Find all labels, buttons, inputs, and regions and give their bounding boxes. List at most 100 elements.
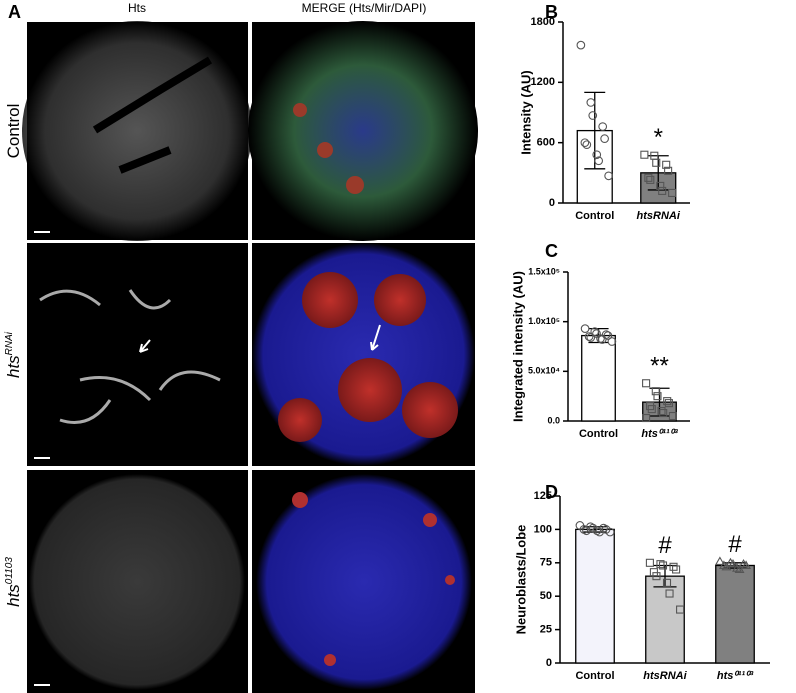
data-point [594, 156, 604, 166]
data-point [664, 166, 673, 175]
data-point [586, 333, 596, 342]
data-point [653, 392, 662, 401]
y-tick-label: 50 [540, 590, 552, 602]
y-tick-label: 1800 [531, 16, 555, 28]
y-axis-label: Intensity (AU) [518, 70, 533, 155]
data-point [640, 150, 649, 159]
data-point [664, 399, 673, 408]
significance-mark: # [728, 531, 742, 558]
data-point [662, 578, 672, 587]
data-point [645, 558, 654, 567]
row-label-sup: RNAi [4, 331, 15, 355]
bar [645, 575, 685, 664]
data-point [672, 565, 681, 574]
y-tick-label: 125 [534, 490, 552, 502]
data-point [728, 559, 738, 568]
data-point [714, 556, 725, 566]
y-tick-label: 0.0 [547, 415, 560, 425]
data-point [732, 563, 742, 572]
y-tick-label: 75 [540, 557, 552, 569]
data-point [647, 405, 656, 414]
data-point [656, 560, 665, 569]
data-point [586, 98, 596, 107]
y-tick-label: 5.0x10⁴ [528, 366, 560, 376]
panel-letter: C [545, 241, 558, 261]
data-point [651, 387, 660, 396]
x-tick-label: hts⁰¹¹⁰³ [641, 428, 678, 440]
x-tick-label: Control [575, 210, 614, 222]
data-point [598, 122, 608, 131]
data-point [603, 331, 613, 340]
row-label: Control [4, 104, 23, 159]
data-point [580, 138, 590, 148]
y-tick-label: 1.0x10⁵ [528, 316, 560, 326]
data-point [734, 564, 745, 574]
x-tick-label: hts⁰¹¹⁰³ [717, 670, 754, 682]
data-point [721, 561, 732, 571]
significance-mark: # [658, 532, 672, 559]
data-point [665, 589, 674, 598]
x-tick-label: htsRNAi [643, 670, 687, 682]
x-tick-label: htsRNAi [637, 210, 681, 222]
row-label-sup: 01103 [4, 557, 15, 585]
data-point [741, 560, 752, 570]
bar [575, 528, 615, 664]
data-point [738, 559, 749, 568]
data-point [646, 175, 655, 184]
y-axis-label: Neuroblasts/Lobe [513, 525, 528, 635]
y-tick-label: 600 [537, 137, 555, 149]
data-point [605, 527, 615, 537]
data-point [659, 409, 668, 418]
data-point [656, 181, 665, 190]
row-label-text: Control [4, 104, 23, 159]
y-tick-label: 1200 [531, 76, 555, 88]
column-header: MERGE (Hts/Mir/DAPI) [302, 1, 427, 15]
data-point [576, 40, 586, 50]
y-axis-label: Integrated intensity (AU) [510, 271, 525, 422]
error-bar [584, 91, 606, 170]
y-tick-label: 0 [546, 657, 552, 669]
data-point [658, 186, 667, 195]
panel-letter: A [8, 2, 21, 22]
data-point [604, 171, 613, 181]
data-point [642, 379, 651, 388]
x-tick-label: Control [579, 428, 618, 440]
data-point [607, 337, 617, 346]
data-point [597, 335, 607, 344]
significance-mark: ** [650, 353, 669, 380]
micrographs [22, 21, 478, 693]
data-point [662, 160, 671, 169]
data-point [588, 111, 598, 120]
data-point [642, 413, 651, 423]
column-header: Hts [128, 1, 146, 15]
panel-letter: D [545, 482, 558, 502]
data-point [652, 158, 661, 167]
data-point [676, 605, 685, 614]
row-label: htsRNAi [4, 331, 23, 378]
row-label-text: hts [4, 355, 23, 378]
data-point [582, 526, 591, 536]
data-point [582, 140, 592, 150]
bar [715, 564, 755, 664]
row-label-text: hts [4, 584, 23, 607]
data-point [658, 561, 668, 570]
data-point [652, 572, 661, 581]
data-point [644, 173, 653, 182]
data-point [584, 332, 594, 341]
row-label: hts01103 [4, 557, 23, 607]
data-point [663, 397, 672, 406]
data-point [668, 188, 677, 197]
data-point [725, 557, 736, 567]
data-point [668, 411, 677, 421]
data-point [596, 334, 605, 343]
y-tick-label: 100 [534, 523, 552, 535]
bar [581, 334, 616, 422]
data-point [657, 407, 666, 416]
data-point [718, 560, 729, 570]
data-point [592, 150, 602, 160]
data-point [669, 562, 678, 571]
data-point [580, 324, 590, 333]
y-tick-label: 1.5x10⁵ [528, 266, 560, 276]
x-tick-label: Control [575, 670, 614, 682]
panel-letter: B [545, 2, 558, 22]
